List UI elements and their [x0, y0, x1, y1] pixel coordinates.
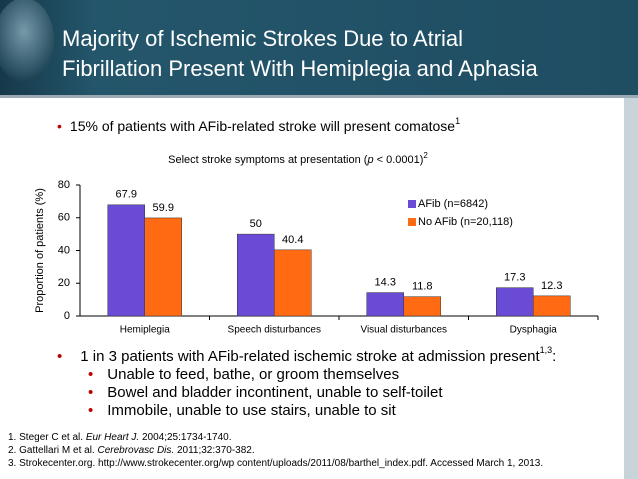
bar [533, 295, 571, 317]
value-label: 40.4 [282, 234, 303, 246]
value-label: 67.9 [116, 189, 137, 201]
reference: 1. Steger C et al. Eur Heart J. 2004;25:… [8, 432, 232, 443]
item-text: Unable to feed, bathe, or groom themselv… [107, 366, 399, 383]
title-line: Fibrillation Present With Hemiplegia and… [62, 56, 538, 81]
y-tick-label: 60 [58, 212, 70, 224]
bar [237, 233, 275, 317]
reference-part: 1. Steger C et al. [8, 432, 86, 443]
findings-item: • Immobile, unable to use stairs, unable … [88, 402, 397, 419]
header-band [0, 0, 638, 95]
x-tick-label: Hemiplegia [120, 325, 170, 336]
y-tick-label: 20 [58, 277, 70, 289]
findings-text: 1 in 3 patients with AFib-related ischem… [80, 348, 540, 365]
findings-item: • Unable to feed, bathe, or groom themsel… [88, 366, 399, 383]
y-tick-label: 40 [58, 244, 70, 256]
chart-title-part: p [366, 154, 373, 166]
reference-part: 2011;32:370-382. [174, 445, 254, 456]
chart-title: Select stroke symptoms at presentation (… [168, 151, 428, 166]
item-bullet: • [88, 402, 93, 419]
brain-image [0, 0, 54, 82]
findings-end: : [552, 348, 556, 365]
value-label: 59.9 [153, 202, 174, 214]
legend-label: No AFib (n=20,118) [418, 216, 513, 228]
item-bullet: • [88, 384, 93, 401]
bar [403, 296, 441, 317]
bar [496, 287, 534, 317]
value-label: 50 [250, 218, 262, 230]
value-label: 11.8 [412, 281, 433, 293]
reference: 3. Strokecenter.org. http://www.strokece… [8, 458, 543, 469]
value-label: 14.3 [375, 276, 396, 288]
item-text: Immobile, unable to use stairs, unable t… [107, 402, 396, 419]
legend-swatch [408, 218, 416, 226]
y-tick-label: 80 [58, 179, 70, 191]
intro-text: 15% of patients with AFib-related stroke… [70, 118, 455, 134]
findings-line: • 1 in 3 patients with AFib-related ische… [57, 345, 556, 365]
bar [107, 204, 145, 317]
findings-list: • Unable to feed, bathe, or groom themsel… [88, 366, 443, 419]
y-tick-label: 0 [64, 310, 70, 322]
findings-ref: 1,3 [540, 345, 553, 355]
bar [144, 217, 182, 317]
findings-item: • Bowel and bladder incontinent, unable t… [88, 384, 443, 401]
legend-label: AFib (n=6842) [418, 198, 488, 210]
side-strip [624, 98, 638, 479]
reference-part: 3. Strokecenter.org. http://www.strokece… [8, 458, 543, 469]
header-rule [0, 95, 638, 98]
value-label: 17.3 [504, 272, 525, 284]
chart-title-part: < 0.0001) [374, 154, 424, 166]
x-tick-label: Speech disturbances [228, 325, 321, 336]
bar [274, 249, 312, 317]
chart-title-part: Select stroke symptoms at presentation ( [168, 154, 368, 166]
x-tick-label: Visual disturbances [360, 325, 447, 336]
chart-title-part: 2 [423, 151, 428, 160]
x-tick-label: Dysphagia [510, 325, 558, 336]
reference-part: Eur Heart J. [86, 432, 139, 443]
y-axis-label: Proportion of patients (%) [34, 188, 46, 313]
bar [366, 292, 404, 317]
intro-bullet: • 15% of patients with AFib-related strok… [57, 116, 460, 133]
value-label: 12.3 [541, 280, 562, 292]
reference-part: 2. Gattellari M et al. [8, 445, 97, 456]
item-bullet: • [88, 366, 93, 383]
intro-ref: 1 [455, 116, 460, 126]
references: 1. Steger C et al. Eur Heart J. 2004;25:… [8, 432, 543, 469]
legend-swatch [408, 200, 416, 208]
reference-part: 2004;25:1734-1740. [139, 432, 231, 443]
item-text: Bowel and bladder incontinent, unable to… [107, 384, 443, 401]
reference-part: Cerebrovasc Dis. [97, 445, 174, 456]
reference: 2. Gattellari M et al. Cerebrovasc Dis. … [8, 445, 255, 456]
title-line: Majority of Ischemic Strokes Due to Atri… [62, 26, 463, 51]
chart: Select stroke symptoms at presentation (… [34, 151, 599, 336]
